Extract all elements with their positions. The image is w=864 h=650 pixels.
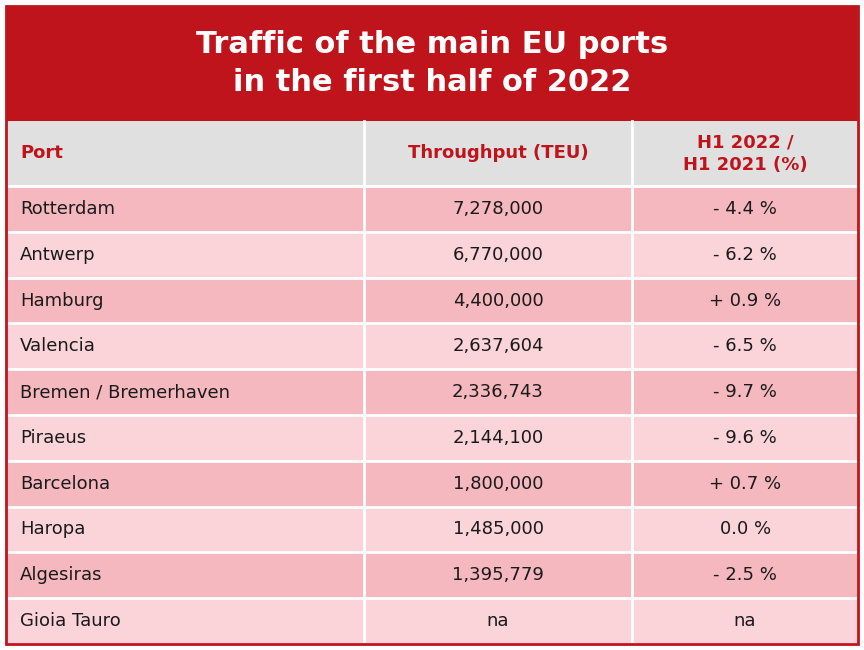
Text: na: na — [734, 612, 756, 630]
Text: + 0.9 %: + 0.9 % — [709, 291, 781, 309]
Text: 2,144,100: 2,144,100 — [453, 429, 543, 447]
Bar — [6, 232, 858, 278]
Text: Port: Port — [20, 144, 63, 162]
Text: Antwerp: Antwerp — [20, 246, 96, 264]
Bar — [6, 506, 858, 552]
Text: Hamburg: Hamburg — [20, 291, 104, 309]
Text: 0.0 %: 0.0 % — [720, 521, 771, 538]
Text: Traffic of the main EU ports
in the first half of 2022: Traffic of the main EU ports in the firs… — [196, 31, 668, 96]
Text: na: na — [486, 612, 509, 630]
Text: Piraeus: Piraeus — [20, 429, 86, 447]
Bar — [6, 324, 858, 369]
Text: - 2.5 %: - 2.5 % — [713, 566, 777, 584]
Text: 1,800,000: 1,800,000 — [453, 474, 543, 493]
Bar — [6, 461, 858, 506]
Text: Valencia: Valencia — [20, 337, 96, 356]
Bar — [6, 186, 858, 232]
Text: Haropa: Haropa — [20, 521, 86, 538]
Text: Barcelona: Barcelona — [20, 474, 110, 493]
Text: Algesiras: Algesiras — [20, 566, 103, 584]
Text: 4,400,000: 4,400,000 — [453, 291, 543, 309]
Text: - 9.7 %: - 9.7 % — [713, 383, 777, 401]
Text: 2,336,743: 2,336,743 — [452, 383, 544, 401]
Text: Bremen / Bremerhaven: Bremen / Bremerhaven — [20, 383, 230, 401]
Text: - 6.5 %: - 6.5 % — [714, 337, 777, 356]
Bar — [6, 369, 858, 415]
Text: - 6.2 %: - 6.2 % — [714, 246, 777, 264]
Text: 1,395,779: 1,395,779 — [452, 566, 544, 584]
Bar — [6, 598, 858, 644]
Text: - 4.4 %: - 4.4 % — [713, 200, 777, 218]
Text: Gioia Tauro: Gioia Tauro — [20, 612, 121, 630]
Text: 2,637,604: 2,637,604 — [452, 337, 543, 356]
Text: H1 2022 /
H1 2021 (%): H1 2022 / H1 2021 (%) — [683, 133, 808, 174]
Text: 7,278,000: 7,278,000 — [453, 200, 543, 218]
Text: Rotterdam: Rotterdam — [20, 200, 115, 218]
Bar — [6, 278, 858, 324]
Text: - 9.6 %: - 9.6 % — [714, 429, 777, 447]
Bar — [6, 121, 858, 186]
Bar — [6, 552, 858, 598]
Text: + 0.7 %: + 0.7 % — [709, 474, 781, 493]
Bar — [6, 415, 858, 461]
Text: 6,770,000: 6,770,000 — [453, 246, 543, 264]
Bar — [6, 6, 858, 121]
Text: 1,485,000: 1,485,000 — [453, 521, 543, 538]
Text: Throughput (TEU): Throughput (TEU) — [408, 144, 588, 162]
